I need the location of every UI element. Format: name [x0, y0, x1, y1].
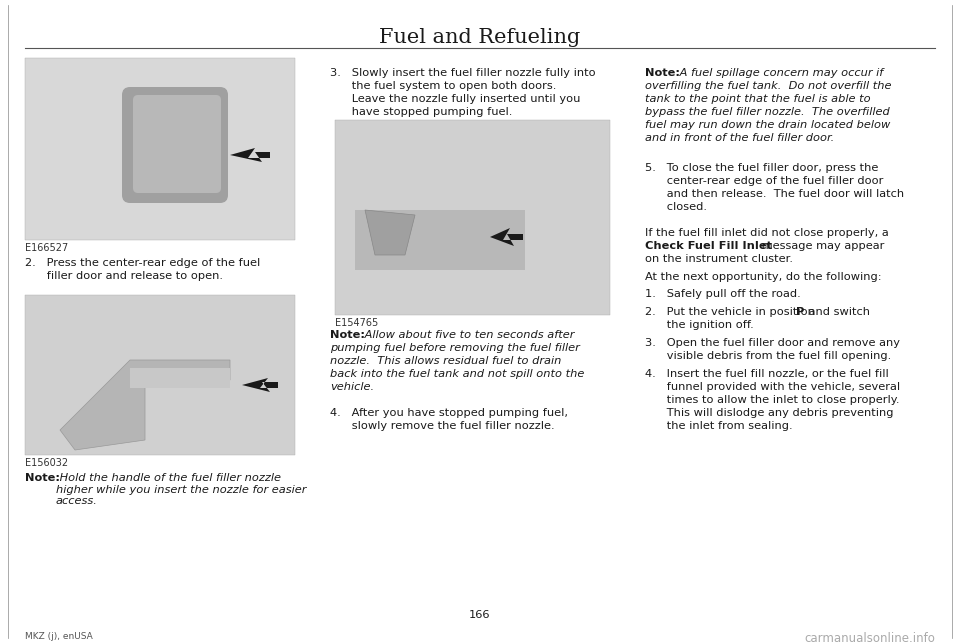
Text: At the next opportunity, do the following:: At the next opportunity, do the followin…: [645, 272, 881, 282]
Text: Allow about five to ten seconds after: Allow about five to ten seconds after: [361, 330, 574, 340]
Polygon shape: [242, 378, 278, 392]
Text: nozzle.  This allows residual fuel to drain: nozzle. This allows residual fuel to dra…: [330, 356, 562, 366]
Text: funnel provided with the vehicle, several: funnel provided with the vehicle, severa…: [645, 382, 900, 392]
Text: E166527: E166527: [25, 243, 68, 253]
Text: center-rear edge of the fuel filler door: center-rear edge of the fuel filler door: [645, 176, 883, 186]
Text: tank to the point that the fuel is able to: tank to the point that the fuel is able …: [645, 94, 871, 104]
Text: 4.   After you have stopped pumping fuel,: 4. After you have stopped pumping fuel,: [330, 408, 568, 418]
Text: 3.   Open the fuel filler door and remove any: 3. Open the fuel filler door and remove …: [645, 338, 900, 348]
Polygon shape: [490, 228, 523, 246]
Polygon shape: [365, 210, 415, 255]
Text: 4.   Insert the fuel fill nozzle, or the fuel fill: 4. Insert the fuel fill nozzle, or the f…: [645, 369, 889, 379]
Text: 2.   Put the vehicle in position: 2. Put the vehicle in position: [645, 307, 819, 317]
Text: have stopped pumping fuel.: have stopped pumping fuel.: [330, 107, 513, 117]
Text: E156032: E156032: [25, 458, 68, 468]
Text: Hold the handle of the fuel filler nozzle
higher while you insert the nozzle for: Hold the handle of the fuel filler nozzl…: [56, 473, 306, 506]
Text: on the instrument cluster.: on the instrument cluster.: [645, 254, 793, 264]
Text: the ignition off.: the ignition off.: [645, 320, 754, 330]
Text: fuel may run down the drain located below: fuel may run down the drain located belo…: [645, 120, 890, 130]
Text: E154765: E154765: [335, 318, 378, 328]
Text: and switch: and switch: [805, 307, 870, 317]
Text: This will dislodge any debris preventing: This will dislodge any debris preventing: [645, 408, 894, 418]
Text: 5.   To close the fuel filler door, press the: 5. To close the fuel filler door, press …: [645, 163, 878, 173]
Text: visible debris from the fuel fill opening.: visible debris from the fuel fill openin…: [645, 351, 891, 361]
Text: If the fuel fill inlet did not close properly, a: If the fuel fill inlet did not close pro…: [645, 228, 889, 238]
Text: MKZ (j), enUSA: MKZ (j), enUSA: [25, 632, 93, 641]
Text: 3.   Slowly insert the fuel filler nozzle fully into: 3. Slowly insert the fuel filler nozzle …: [330, 68, 595, 78]
Text: the fuel system to open both doors.: the fuel system to open both doors.: [330, 81, 557, 91]
Text: P: P: [796, 307, 804, 317]
Text: bypass the fuel filler nozzle.  The overfilled: bypass the fuel filler nozzle. The overf…: [645, 107, 890, 117]
Polygon shape: [230, 148, 270, 162]
Text: back into the fuel tank and not spill onto the: back into the fuel tank and not spill on…: [330, 369, 585, 379]
Text: Note:: Note:: [645, 68, 680, 78]
FancyBboxPatch shape: [122, 87, 228, 203]
Text: overfilling the fuel tank.  Do not overfill the: overfilling the fuel tank. Do not overfi…: [645, 81, 892, 91]
Text: slowly remove the fuel filler nozzle.: slowly remove the fuel filler nozzle.: [330, 421, 555, 431]
Text: the inlet from sealing.: the inlet from sealing.: [645, 421, 793, 431]
Text: 166: 166: [469, 610, 491, 620]
Text: Fuel and Refueling: Fuel and Refueling: [379, 28, 581, 47]
Text: pumping fuel before removing the fuel filler: pumping fuel before removing the fuel fi…: [330, 343, 580, 353]
Bar: [335, 120, 610, 315]
Text: Note:: Note:: [25, 473, 60, 483]
FancyBboxPatch shape: [133, 95, 221, 193]
Text: Leave the nozzle fully inserted until you: Leave the nozzle fully inserted until yo…: [330, 94, 581, 104]
Text: A fuel spillage concern may occur if: A fuel spillage concern may occur if: [676, 68, 883, 78]
Text: Note:: Note:: [330, 330, 365, 340]
Text: carmanualsonline.info: carmanualsonline.info: [804, 632, 935, 643]
Text: 1.   Safely pull off the road.: 1. Safely pull off the road.: [645, 289, 801, 299]
Polygon shape: [60, 360, 230, 450]
Text: Check Fuel Fill Inlet: Check Fuel Fill Inlet: [645, 241, 772, 251]
Bar: [25, 295, 295, 455]
Text: filler door and release to open.: filler door and release to open.: [25, 271, 223, 281]
Bar: [130, 368, 230, 388]
Text: closed.: closed.: [645, 202, 707, 212]
Bar: [25, 58, 295, 240]
Bar: [355, 210, 525, 270]
Bar: [25, 58, 295, 240]
Text: times to allow the inlet to close properly.: times to allow the inlet to close proper…: [645, 395, 900, 405]
Text: and then release.  The fuel door will latch: and then release. The fuel door will lat…: [645, 189, 904, 199]
Bar: [335, 120, 610, 315]
Text: and in front of the fuel filler door.: and in front of the fuel filler door.: [645, 133, 834, 143]
Text: message may appear: message may appear: [758, 241, 884, 251]
Text: 2.   Press the center-rear edge of the fuel: 2. Press the center-rear edge of the fue…: [25, 258, 260, 268]
Bar: [25, 295, 295, 455]
Text: vehicle.: vehicle.: [330, 382, 374, 392]
